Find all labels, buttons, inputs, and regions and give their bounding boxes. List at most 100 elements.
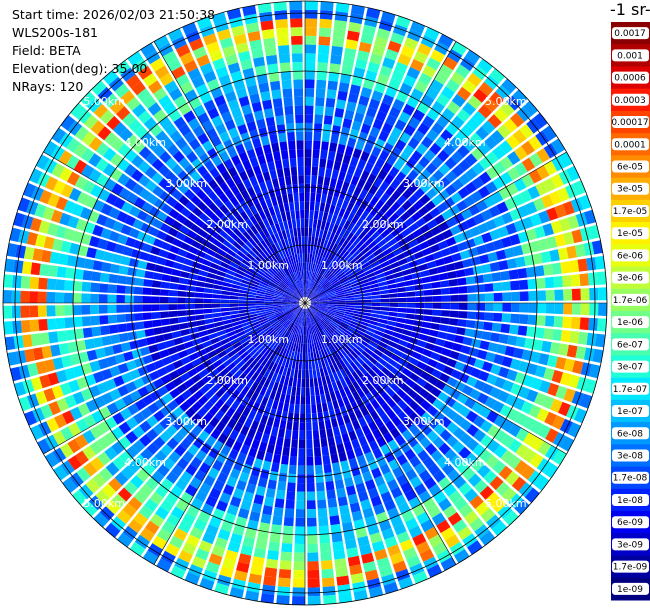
range-gate (212, 224, 223, 234)
range-gate (331, 333, 339, 342)
range-gate (242, 276, 252, 283)
range-gate (272, 515, 283, 526)
range-gate (93, 103, 109, 119)
range-gate (323, 411, 330, 421)
range-gate (447, 512, 462, 526)
range-gate (288, 149, 296, 159)
range-gate (256, 309, 266, 314)
range-gate (527, 470, 543, 486)
range-gate (382, 57, 396, 69)
range-gate (239, 351, 249, 360)
range-gate (310, 334, 314, 344)
range-gate (537, 303, 547, 314)
range-gate (146, 336, 157, 346)
range-gate (278, 221, 285, 232)
range-gate (414, 290, 424, 297)
range-gate (264, 308, 274, 312)
range-gate (390, 32, 405, 45)
range-gate (512, 245, 524, 257)
range-gate (363, 303, 372, 306)
range-gate (177, 297, 186, 303)
range-gate (233, 79, 246, 91)
range-gate (334, 351, 342, 361)
range-gate (258, 522, 270, 533)
range-gate (383, 218, 393, 229)
range-gate (159, 191, 171, 203)
range-gate (229, 16, 244, 29)
range-gate (310, 298, 320, 302)
range-gate (394, 378, 405, 388)
range-gate (354, 252, 364, 261)
range-gate (197, 325, 207, 332)
range-gate (276, 595, 290, 605)
range-gate (256, 449, 266, 461)
range-gate (285, 340, 291, 350)
range-gate (272, 301, 282, 303)
range-gate (360, 33, 374, 45)
range-gate (258, 283, 268, 289)
range-gate (289, 456, 297, 466)
range-gate (290, 303, 299, 305)
range-gate (465, 276, 476, 285)
range-gate (287, 322, 294, 331)
range-gate (6, 243, 18, 258)
range-gate (293, 282, 299, 291)
range-gate (264, 306, 274, 310)
range-gate (361, 443, 372, 455)
range-gate (347, 493, 359, 505)
range-gate (320, 340, 326, 350)
range-gate (153, 198, 166, 210)
range-gate (197, 511, 211, 524)
range-gate (405, 157, 417, 169)
range-gate (318, 341, 323, 350)
range-gate (140, 407, 153, 420)
range-gate (380, 192, 390, 203)
range-gate (245, 22, 260, 34)
range-gate (308, 291, 315, 299)
range-gate (270, 462, 280, 473)
range-gate (284, 331, 291, 340)
range-gate (435, 338, 446, 347)
range-gate (302, 253, 305, 263)
range-gate (197, 406, 208, 418)
range-gate (467, 311, 477, 320)
range-gate (312, 334, 316, 343)
range-gate (128, 496, 143, 511)
range-gate (179, 372, 191, 383)
range-gate (208, 332, 219, 340)
range-gate (316, 219, 322, 229)
range-gate (413, 175, 426, 187)
range-gate (161, 203, 173, 215)
range-gate (110, 153, 124, 167)
range-gate (319, 158, 327, 168)
range-gate (421, 411, 433, 424)
range-gate (330, 321, 338, 329)
range-gate (64, 305, 73, 316)
range-gate (367, 275, 377, 282)
range-gate (485, 151, 499, 165)
range-gate (384, 208, 395, 218)
range-gate (341, 319, 351, 326)
range-gate (500, 270, 510, 281)
range-gate (277, 36, 289, 46)
range-gate (323, 176, 331, 187)
range-gate (456, 241, 468, 252)
range-gate (507, 167, 521, 181)
range-gate (255, 539, 268, 550)
range-gate (296, 262, 300, 272)
range-gate (9, 227, 21, 242)
range-gate (369, 53, 383, 65)
range-gate (296, 307, 302, 316)
range-gate (180, 242, 191, 251)
range-gate (328, 298, 337, 301)
range-gate (124, 215, 136, 227)
range-gate (348, 430, 358, 441)
range-gate (537, 424, 551, 439)
range-gate (404, 448, 416, 461)
range-gate (543, 160, 558, 176)
range-gate (173, 337, 184, 346)
range-gate (329, 334, 337, 343)
range-gate (334, 558, 347, 569)
range-gate (118, 421, 132, 435)
range-gate (231, 257, 242, 266)
